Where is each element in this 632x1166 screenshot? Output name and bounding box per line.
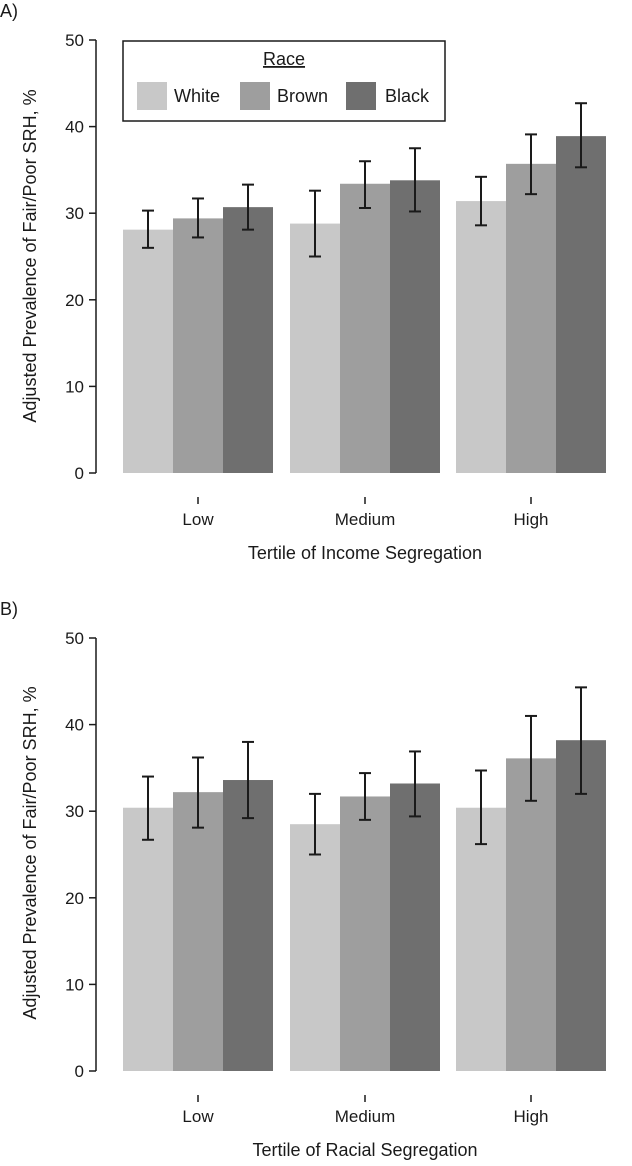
- panel-a-y-tick-label-20: 20: [65, 291, 84, 310]
- panel-b-bar-medium-black: [390, 783, 440, 1071]
- panel-a-y-tick-label-10: 10: [65, 377, 84, 396]
- panel-a-bar-medium-white: [290, 223, 340, 473]
- panel-b-bar-high-black: [556, 740, 606, 1071]
- panel-a-bar-high-brown: [506, 163, 556, 473]
- panel-b-errorbar-high-brown: [525, 714, 537, 802]
- panel-b-y-tick-label-50: 50: [65, 629, 84, 648]
- panel-a-bar-medium-brown: [340, 183, 390, 474]
- panel-b-errorbars: [142, 686, 587, 856]
- panel-b-x-tick-label-high: High: [514, 1107, 549, 1126]
- panel-b-errorbar-low-black: [242, 740, 254, 820]
- panel-a-y-tick-label-30: 30: [65, 204, 84, 223]
- legend-swatch-white: [137, 82, 167, 110]
- panel-a-bar-high-black: [556, 136, 606, 473]
- panel-a-errorbar-high-black: [575, 102, 587, 169]
- panel-a-x-axis-title: Tertile of Income Segregation: [248, 543, 482, 563]
- panel-a-errorbar-medium-brown: [359, 160, 371, 210]
- panel-b-label: B): [0, 599, 18, 619]
- panel-a-x-tick-label-low: Low: [182, 510, 214, 529]
- panel-b-y-axis: 0 10 20 30 40 50: [65, 629, 97, 1081]
- legend-swatch-black: [346, 82, 376, 110]
- panel-a-bar-low-brown: [173, 218, 223, 473]
- panel-b-y-tick-label-10: 10: [65, 975, 84, 994]
- legend-title: Race: [263, 49, 305, 69]
- panel-b-errorbar-low-brown: [192, 756, 204, 829]
- panel-b-x-tick-label-medium: Medium: [335, 1107, 395, 1126]
- panel-a-bar-high-white: [456, 201, 506, 474]
- panel-b-bar-high-white: [456, 807, 506, 1071]
- legend-frame: [122, 40, 446, 122]
- panel-a-y-axis-title: Adjusted Prevalence of Fair/Poor SRH, %: [20, 89, 40, 422]
- legend-label-brown: Brown: [277, 86, 328, 106]
- panel-a-x-tick-label-high: High: [514, 510, 549, 529]
- panel-b-x-axis-title: Tertile of Racial Segregation: [252, 1140, 477, 1160]
- panel-a-label: A): [0, 1, 18, 21]
- panel-a-y-tick-label-50: 50: [65, 31, 84, 50]
- panel-a-errorbar-medium-black: [409, 147, 421, 213]
- legend-label-black: Black: [385, 86, 430, 106]
- panel-a-y-tick-label-40: 40: [65, 118, 84, 137]
- panel-b-bar-medium-white: [290, 824, 340, 1071]
- panel-a-y-tick-label-0: 0: [75, 464, 84, 483]
- legend-swatch-brown: [240, 82, 270, 110]
- panel-b-y-tick-label-0: 0: [75, 1062, 84, 1081]
- panel-a-bars: [123, 136, 606, 474]
- panel-b-errorbar-medium-white: [309, 792, 321, 856]
- panel-b-bar-low-brown: [173, 792, 223, 1071]
- panel-a-bar-low-black: [223, 207, 273, 473]
- panel-b-x-tick-label-low: Low: [182, 1107, 214, 1126]
- panel-b-bar-low-white: [123, 807, 173, 1071]
- panel-a-x-tick-label-medium: Medium: [335, 510, 395, 529]
- panel-b-errorbar-low-white: [142, 775, 154, 841]
- panel-a-x-axis: Low Medium High: [182, 497, 548, 529]
- panel-b-y-tick-label-30: 30: [65, 802, 84, 821]
- legend: Race White Brown Black: [122, 40, 446, 122]
- panel-b-bars: [123, 740, 606, 1071]
- panel-a-bar-low-white: [123, 229, 173, 473]
- panel-b-errorbar-medium-black: [409, 750, 421, 818]
- panel-b-x-axis: Low Medium High: [182, 1095, 548, 1126]
- panel-b: B) 0 10 20 30 40 50 Low Medium High Tertile of …: [0, 599, 606, 1160]
- panel-b-bar-high-brown: [506, 758, 556, 1071]
- panel-a-errorbar-high-white: [475, 175, 487, 227]
- panel-a-bar-medium-black: [390, 180, 440, 474]
- panel-b-y-axis-title: Adjusted Prevalence of Fair/Poor SRH, %: [20, 686, 40, 1019]
- panel-b-bar-low-black: [223, 780, 273, 1071]
- legend-label-white: White: [174, 86, 220, 106]
- panel-a-y-axis: 0 10 20 30 40 50: [65, 31, 97, 483]
- panel-a-errorbar-low-white: [142, 209, 154, 249]
- panel-b-y-tick-label-40: 40: [65, 716, 84, 735]
- panel-a-errorbar-high-brown: [525, 133, 537, 196]
- panel-a-errorbar-medium-white: [309, 189, 321, 258]
- panel-b-errorbar-high-black: [575, 686, 587, 795]
- panel-a-errorbar-low-brown: [192, 197, 204, 239]
- panel-b-errorbar-high-white: [475, 769, 487, 846]
- panel-a-errorbars: [142, 102, 587, 258]
- panel-b-y-tick-label-20: 20: [65, 889, 84, 908]
- panel-b-bar-medium-brown: [340, 796, 390, 1071]
- panel-b-errorbar-medium-brown: [359, 772, 371, 821]
- panel-a: A) 0 10 20 30 40 50 Low Medium High Tertile of …: [0, 1, 606, 563]
- panel-a-errorbar-low-black: [242, 183, 254, 231]
